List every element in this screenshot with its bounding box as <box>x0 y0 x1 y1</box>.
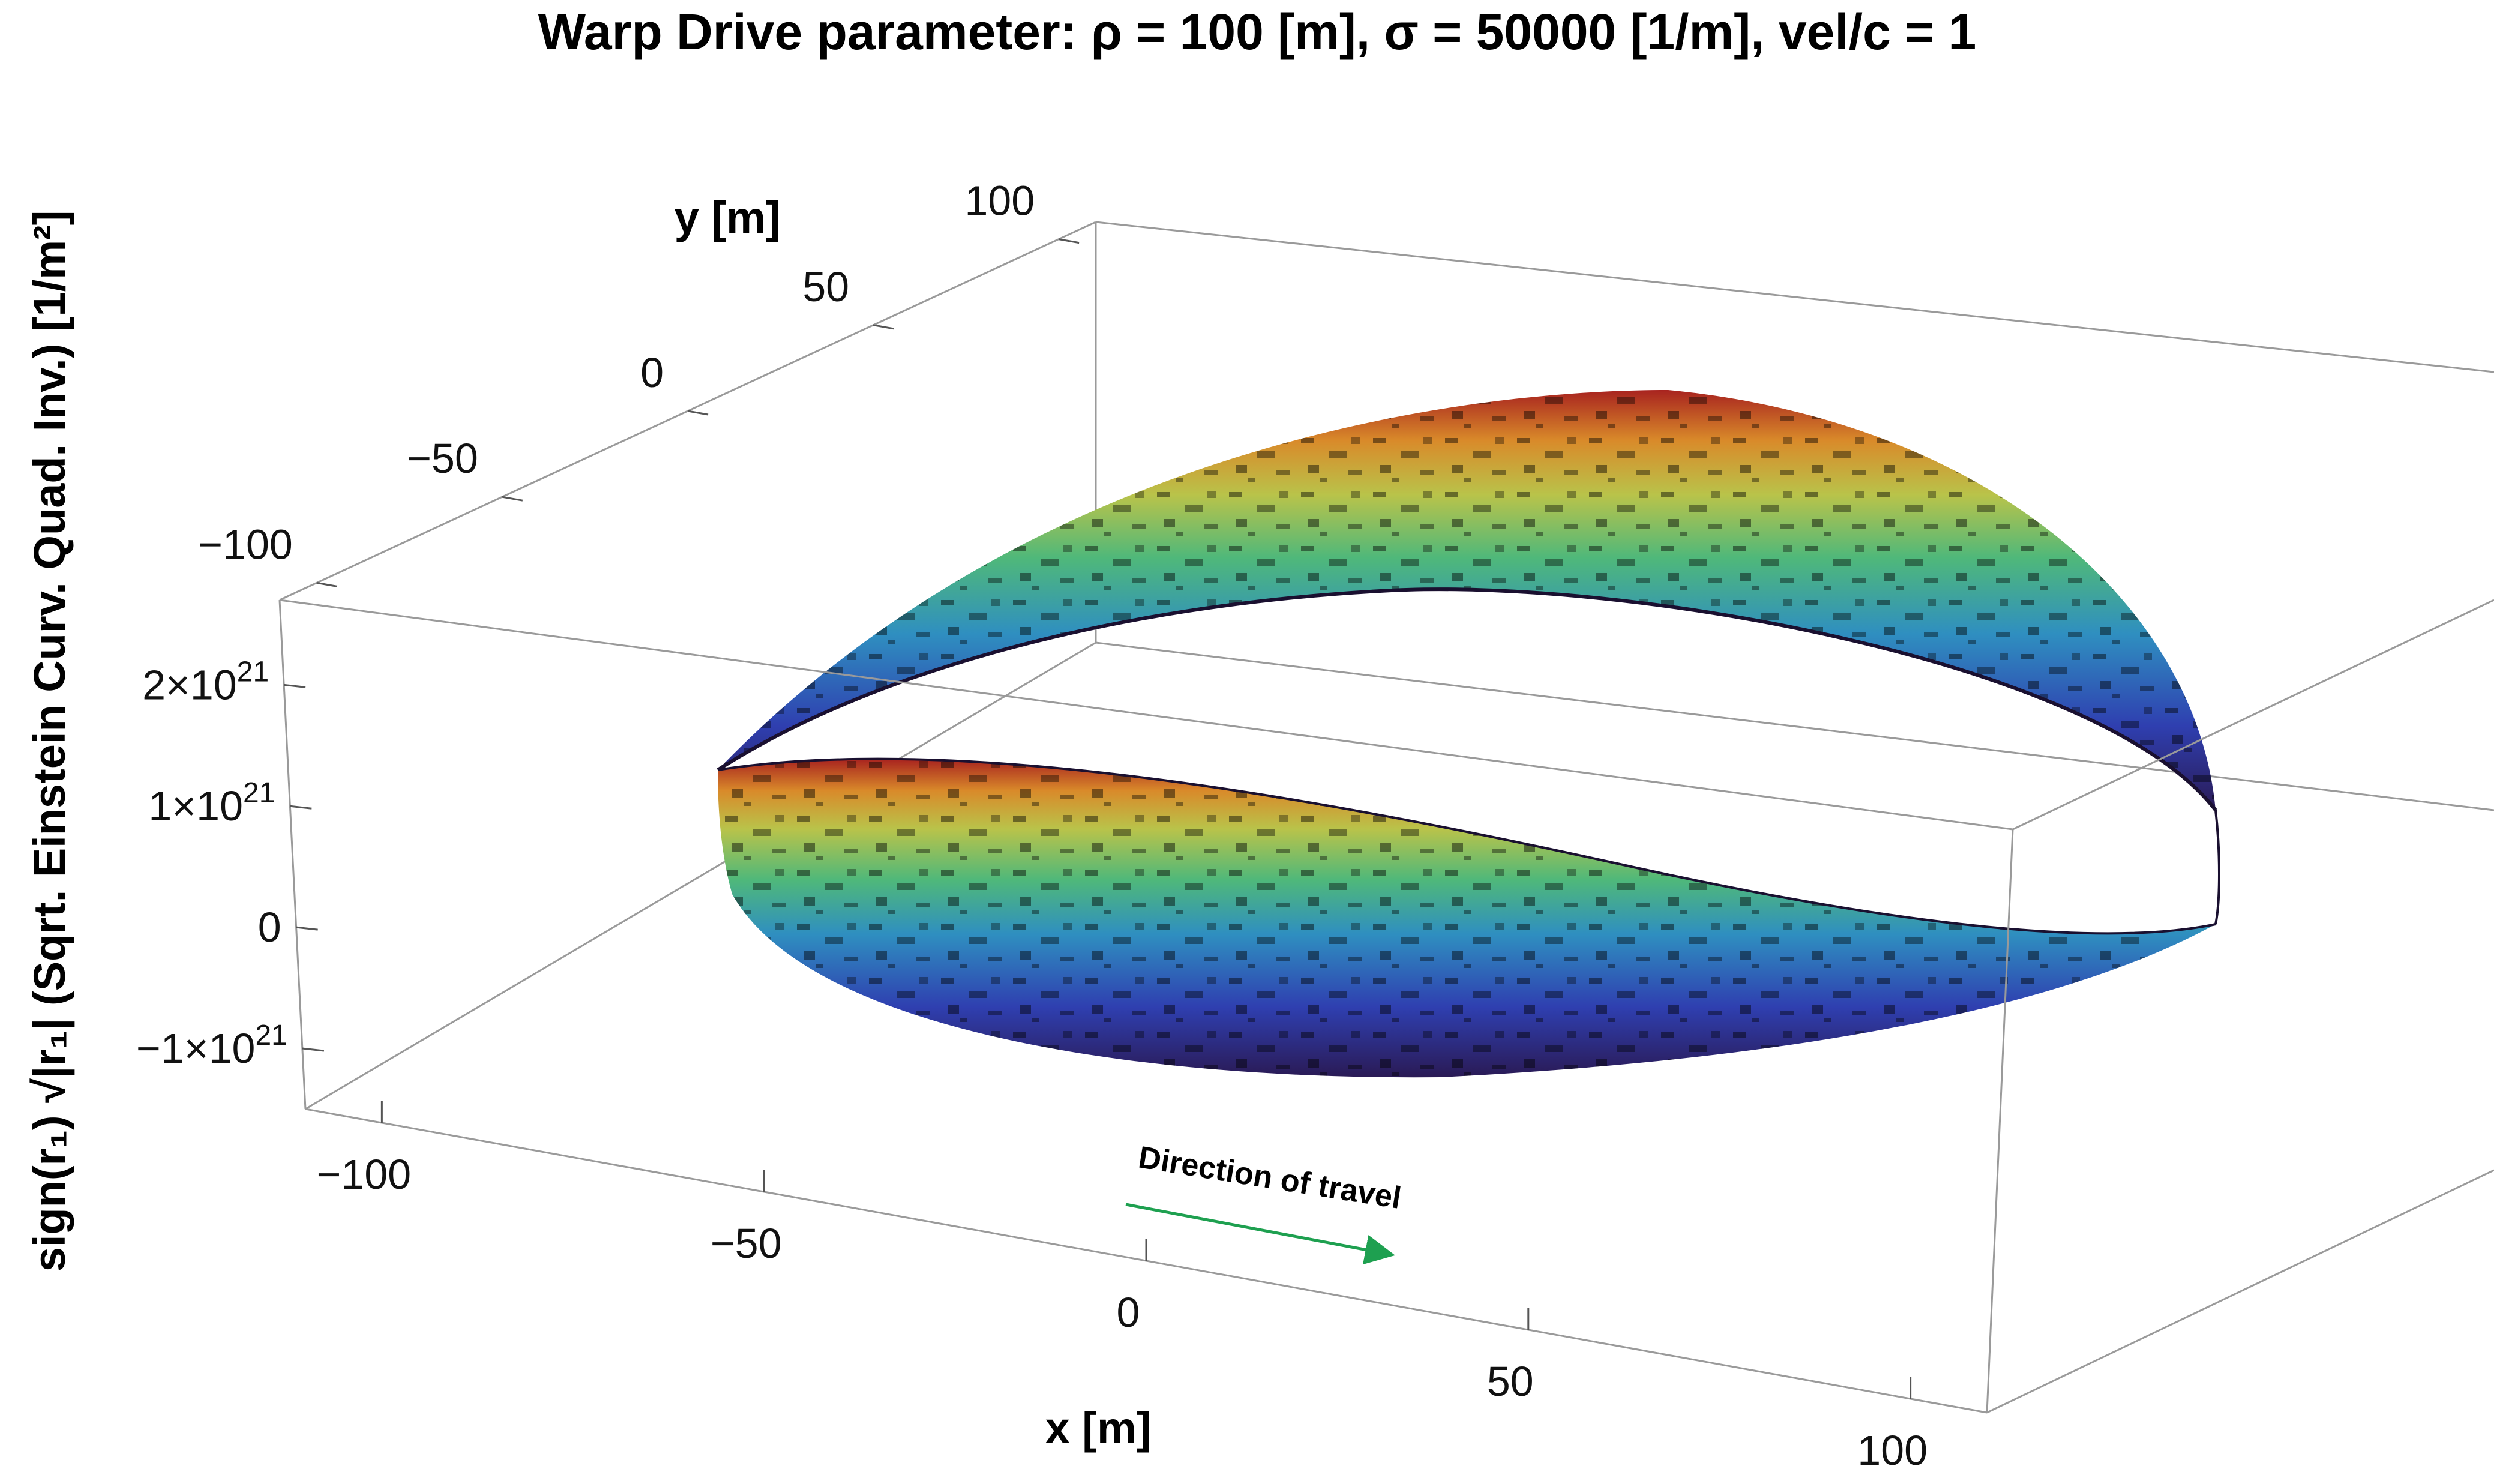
y-tick-label: −100 <box>198 521 293 568</box>
x-axis-tick-labels: −100 −50 0 50 100 <box>317 1151 1928 1474</box>
y-tick <box>316 581 338 587</box>
y-tick <box>687 410 709 416</box>
x-tick-label: −50 <box>711 1220 782 1267</box>
z-tick-label: 0 <box>258 904 281 951</box>
y-tick <box>1058 238 1080 244</box>
z-tick <box>290 805 312 810</box>
y-tick-label: 100 <box>964 178 1035 224</box>
x-axis-ticks <box>380 1101 1912 1399</box>
z-axis-label: sign(r₁) √|r₁| (Sqrt. Einstein Curv. Qua… <box>25 211 75 1272</box>
y-tick-label: 50 <box>802 263 849 310</box>
direction-of-travel-label: Direction of travel <box>1136 1140 1404 1216</box>
z-tick <box>284 683 306 688</box>
y-tick-label: −50 <box>407 435 478 482</box>
x-tick-label: −100 <box>317 1151 412 1198</box>
chart-title: Warp Drive parameter: ρ = 100 [m], σ = 5… <box>538 4 1976 60</box>
y-axis-tick-labels: −100 −50 0 50 100 <box>198 178 1035 568</box>
z-tick-label: 2×1021 <box>142 656 269 708</box>
x-axis-label: x [m] <box>1045 1403 1152 1453</box>
z-tick <box>296 926 318 931</box>
surface-far-wall <box>717 390 2217 811</box>
y-tick <box>502 496 523 502</box>
x-tick-label: 100 <box>1857 1427 1928 1474</box>
z-tick-label: −1×1021 <box>136 1020 287 1072</box>
y-axis-label: y [m] <box>675 193 781 242</box>
z-tick <box>302 1047 325 1052</box>
y-tick-label: 0 <box>640 349 664 396</box>
z-axis-ticks <box>284 683 325 1052</box>
z-tick-label: 1×1021 <box>148 777 275 829</box>
x-tick-label: 50 <box>1487 1358 1534 1405</box>
y-tick <box>873 324 894 330</box>
surface-near-wall <box>717 757 2220 1078</box>
x-tick-label: 0 <box>1117 1289 1140 1336</box>
z-axis-tick-labels: −1×1021 0 1×1021 2×1021 <box>136 656 287 1072</box>
y-axis-ticks <box>316 238 1080 587</box>
direction-of-travel-arrow <box>1125 1203 1395 1265</box>
